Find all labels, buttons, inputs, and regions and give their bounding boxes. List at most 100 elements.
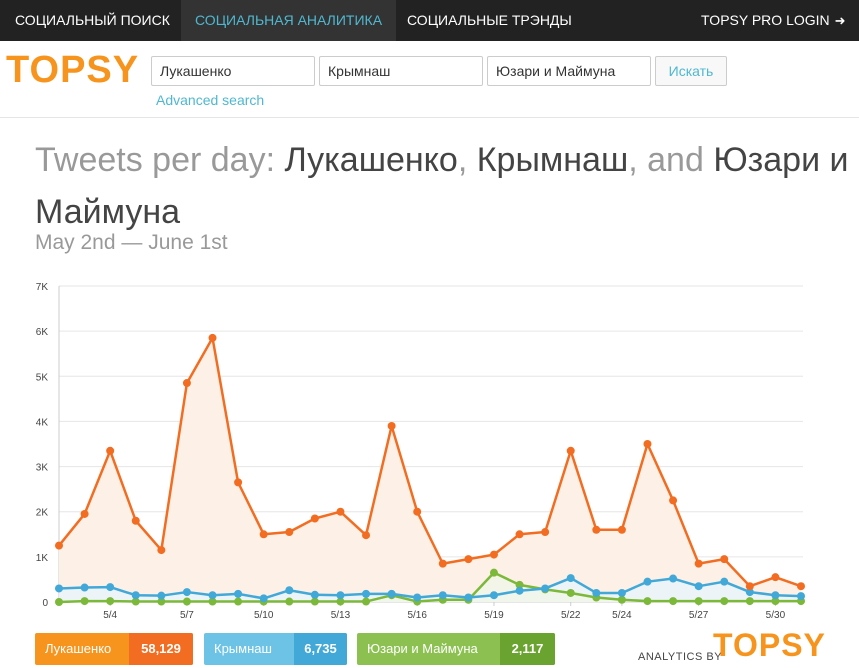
- data-point: [720, 597, 729, 606]
- pro-login-link[interactable]: TOPSY PRO LOGIN ➜: [701, 0, 846, 41]
- title-term-1: Лукашенко: [284, 141, 458, 179]
- y-tick-label: 2K: [36, 508, 49, 519]
- date-range: May 2nd — June 1st: [35, 231, 228, 254]
- y-tick-label: 0: [42, 598, 48, 609]
- data-point: [336, 507, 345, 516]
- y-tick-label: 6K: [36, 327, 49, 338]
- data-point: [566, 574, 575, 583]
- data-point: [131, 516, 140, 525]
- data-point: [362, 589, 371, 598]
- data-point: [362, 531, 371, 540]
- legend-label: Крымнаш: [214, 641, 272, 656]
- data-point: [515, 530, 524, 539]
- data-point: [182, 597, 191, 606]
- data-point: [771, 591, 780, 600]
- y-tick-label: 5K: [36, 372, 49, 383]
- data-point: [745, 588, 754, 597]
- data-point: [797, 592, 805, 601]
- legend-count: 2,117: [500, 633, 555, 665]
- data-point: [515, 580, 524, 589]
- data-point: [489, 591, 498, 600]
- data-point: [797, 582, 805, 591]
- x-tick-label: 5/27: [689, 610, 709, 621]
- data-point: [643, 597, 652, 606]
- data-point: [55, 584, 63, 593]
- data-point: [106, 597, 115, 606]
- legend-item-krymnash[interactable]: Крымнаш 6,735: [204, 633, 347, 665]
- data-point: [515, 586, 524, 595]
- data-point: [669, 574, 678, 583]
- data-point: [643, 577, 652, 586]
- legend-label: Лукашенко: [45, 641, 112, 656]
- data-point: [55, 598, 63, 606]
- topsy-logo[interactable]: TOPSY: [6, 49, 140, 91]
- pro-login-label: TOPSY PRO LOGIN: [701, 12, 830, 28]
- title-separator-2: , and: [628, 141, 714, 179]
- series-line-yuzari: [58, 571, 801, 604]
- data-point: [182, 588, 191, 597]
- page-title: Tweets per day: Лукашенко, Крымнаш, and …: [35, 134, 859, 238]
- data-point: [643, 440, 652, 448]
- data-point: [285, 597, 294, 606]
- x-tick-label: 5/24: [612, 610, 632, 621]
- x-tick-label: 5/13: [331, 610, 351, 621]
- data-point: [310, 590, 319, 599]
- data-point: [694, 582, 703, 591]
- legend-count: 58,129: [129, 633, 193, 665]
- search-input-1[interactable]: [151, 56, 315, 86]
- data-point: [336, 591, 345, 600]
- tweets-per-day-chart: 0 1K 2K 3K 4K 5K 6K 7K 5/4 5/7 5/10 5/13 5/16 5/19 5/2…: [36, 282, 805, 621]
- data-point: [592, 588, 601, 597]
- data-point: [489, 550, 498, 559]
- data-point: [362, 597, 371, 606]
- data-point: [413, 593, 422, 602]
- data-point: [771, 597, 780, 606]
- data-point: [285, 528, 294, 537]
- data-point: [387, 589, 396, 598]
- data-point: [55, 541, 63, 550]
- data-point: [489, 568, 498, 577]
- data-point: [182, 379, 191, 388]
- legend-item-lukashenko[interactable]: Лукашенко 58,129: [35, 633, 193, 665]
- top-navbar: СОЦИАЛЬНЫЙ ПОИСК СОЦИАЛЬНАЯ АНАЛИТИКА СО…: [0, 0, 859, 41]
- x-tick-label: 5/4: [103, 610, 117, 621]
- title-term-3: Юзари и Маймуна: [35, 141, 849, 231]
- data-point: [80, 583, 89, 592]
- y-tick-label: 7K: [36, 282, 49, 293]
- data-point: [720, 555, 729, 564]
- x-tick-label: 5/16: [407, 610, 427, 621]
- data-point: [387, 421, 396, 430]
- search-button[interactable]: Искать: [655, 56, 727, 86]
- series-area-lukashenko: [59, 337, 801, 602]
- data-point: [617, 588, 626, 597]
- data-point: [80, 509, 89, 518]
- advanced-search-link[interactable]: Advanced search: [156, 92, 265, 108]
- data-point: [336, 597, 345, 606]
- data-point: [541, 528, 550, 537]
- data-point: [745, 582, 754, 591]
- search-input-3[interactable]: [487, 56, 651, 86]
- data-point: [259, 530, 268, 539]
- data-point: [464, 555, 473, 564]
- data-point: [720, 577, 729, 586]
- nav-social-trends[interactable]: СОЦИАЛЬНЫЕ ТРЭНДЫ: [407, 12, 572, 28]
- legend-item-yuzari[interactable]: Юзари и Маймуна 2,117: [357, 633, 555, 665]
- data-point: [259, 594, 268, 603]
- nav-social-analytics[interactable]: СОЦИАЛЬНАЯ АНАЛИТИКА: [181, 0, 397, 41]
- search-input-2[interactable]: [319, 56, 483, 86]
- data-point: [106, 446, 115, 455]
- data-point: [234, 597, 243, 606]
- data-point: [771, 573, 780, 582]
- header: TOPSY Искать Advanced search: [0, 41, 859, 118]
- data-point: [617, 525, 626, 534]
- topsy-footer-logo[interactable]: TOPSY: [713, 627, 826, 663]
- y-tick-label: 1K: [36, 553, 49, 564]
- data-point: [234, 589, 243, 598]
- data-point: [438, 559, 447, 568]
- data-point: [541, 584, 550, 593]
- data-point: [157, 591, 166, 600]
- data-point: [669, 496, 678, 505]
- data-point: [157, 597, 166, 606]
- x-tick-label: 5/7: [180, 610, 194, 621]
- nav-social-search[interactable]: СОЦИАЛЬНЫЙ ПОИСК: [15, 12, 170, 28]
